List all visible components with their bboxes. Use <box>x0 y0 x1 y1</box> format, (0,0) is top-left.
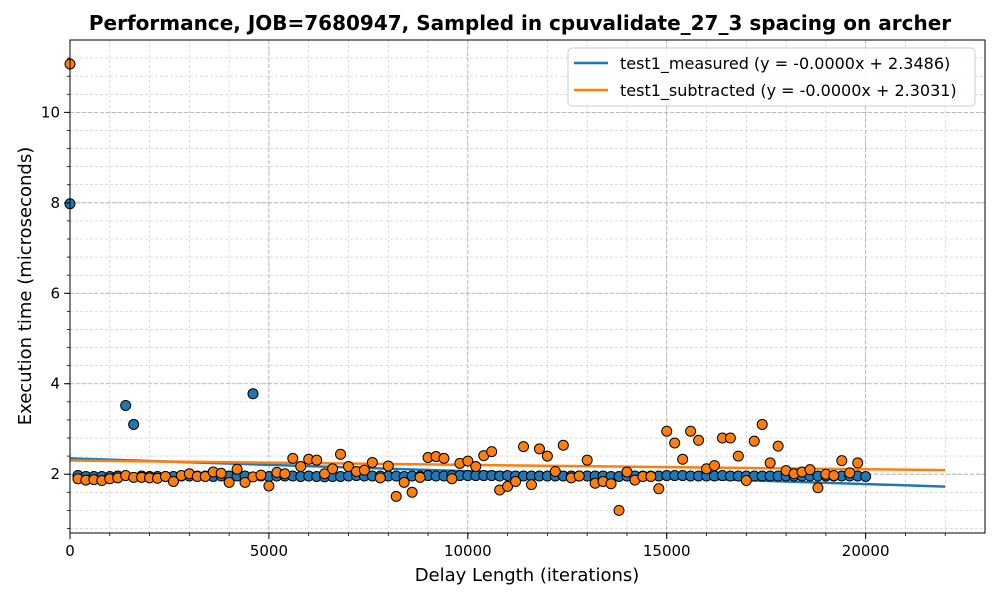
data-point-series-2 <box>215 467 227 479</box>
data-point-series-2 <box>159 470 171 482</box>
plot-frame <box>69 39 986 534</box>
data-point-series-1 <box>128 418 140 430</box>
y-tick-label: 10 <box>41 103 60 121</box>
axes: 0 5000 10000 15000 20000 2 4 6 8 10 <box>41 39 986 560</box>
data-point-series-2 <box>438 452 450 464</box>
data-point-series-2 <box>239 476 251 488</box>
data-point-series-2 <box>804 464 816 476</box>
data-point-series-2 <box>557 439 569 451</box>
data-point-series-1 <box>860 470 872 482</box>
data-point-series-2 <box>573 470 585 482</box>
data-point-series-2 <box>541 450 553 462</box>
data-point-series-2 <box>533 443 545 455</box>
y-tick-label: 4 <box>50 375 60 393</box>
data-point-series-2 <box>669 437 681 449</box>
data-point-series-2 <box>510 475 522 487</box>
data-point-series-2 <box>486 446 498 458</box>
data-point-series-2 <box>502 480 514 492</box>
data-point-series-2 <box>263 480 275 492</box>
plot-marks <box>64 58 946 516</box>
data-point-series-2 <box>231 463 243 475</box>
legend-label-series-2: test1_subtracted (y = -0.0000x + 2.3031) <box>620 81 957 101</box>
x-tick-label: 20000 <box>842 542 890 560</box>
chart-title: Performance, JOB=7680947, Sampled in cpu… <box>89 11 951 35</box>
data-point-series-2 <box>828 470 840 482</box>
data-point-series-2 <box>764 457 776 469</box>
data-point-series-2 <box>335 448 347 460</box>
data-point-series-2 <box>398 476 410 488</box>
data-point-series-2 <box>382 460 394 472</box>
grid <box>69 40 985 533</box>
data-point-series-2 <box>279 468 291 480</box>
data-point-series-2 <box>295 461 307 473</box>
x-axis-label: Delay Length (iterations) <box>415 565 640 586</box>
legend-box <box>567 47 976 107</box>
data-point-series-2 <box>772 440 784 452</box>
data-point-series-2 <box>653 483 665 495</box>
data-point-series-2 <box>613 504 625 516</box>
data-point-series-2 <box>462 455 474 467</box>
x-tick-label: 0 <box>65 542 75 560</box>
data-point-series-2 <box>366 456 378 468</box>
data-point-series-2 <box>525 479 537 491</box>
data-point-series-1 <box>120 399 132 411</box>
x-tick-label: 5000 <box>250 542 288 560</box>
data-point-series-2 <box>836 455 848 467</box>
data-point-series-2 <box>693 434 705 446</box>
data-point-series-2 <box>661 425 673 437</box>
data-point-series-2 <box>167 475 179 487</box>
data-point-series-2 <box>518 441 530 453</box>
y-tick-label: 8 <box>50 194 60 212</box>
data-point-series-2 <box>756 418 768 430</box>
x-tick-label: 10000 <box>444 542 492 560</box>
y-axis-label: Execution time (microseconds) <box>15 147 36 426</box>
data-point-series-2 <box>812 482 824 494</box>
data-point-series-2 <box>844 467 856 479</box>
data-point-series-2 <box>852 457 864 469</box>
data-point-series-2 <box>724 432 736 444</box>
data-point-series-2 <box>645 470 657 482</box>
data-point-series-2 <box>549 465 561 477</box>
data-point-series-2 <box>621 466 633 478</box>
data-point-series-2 <box>740 475 752 487</box>
data-point-series-2 <box>748 435 760 447</box>
data-point-series-2 <box>605 478 617 490</box>
data-point-series-2 <box>374 472 386 484</box>
data-point-series-2 <box>319 468 331 480</box>
data-point-series-2 <box>446 473 458 485</box>
x-tick-label: 15000 <box>643 542 691 560</box>
data-point-series-2 <box>255 469 267 481</box>
data-point-series-2 <box>708 460 720 472</box>
data-point-series-2 <box>677 453 689 465</box>
y-tick-label: 2 <box>50 465 60 483</box>
data-point-series-2 <box>732 450 744 462</box>
data-point-series-2 <box>414 471 426 483</box>
data-point-series-2 <box>311 454 323 466</box>
data-point-series-2 <box>287 452 299 464</box>
y-tick-label: 6 <box>50 284 60 302</box>
data-point-series-2 <box>581 454 593 466</box>
data-point-series-2 <box>685 425 697 437</box>
data-point-series-1 <box>247 388 259 400</box>
data-point-series-2 <box>390 490 402 502</box>
data-point-series-2 <box>406 486 418 498</box>
data-point-series-2 <box>470 461 482 473</box>
data-point-series-2 <box>358 464 370 476</box>
data-point-series-2 <box>342 461 354 473</box>
data-point-series-2 <box>327 463 339 475</box>
data-point-series-2 <box>223 476 235 488</box>
legend-label-series-1: test1_measured (y = -0.0000x + 2.3486) <box>620 54 950 74</box>
legend: test1_measured (y = -0.0000x + 2.3486) te… <box>567 47 976 107</box>
